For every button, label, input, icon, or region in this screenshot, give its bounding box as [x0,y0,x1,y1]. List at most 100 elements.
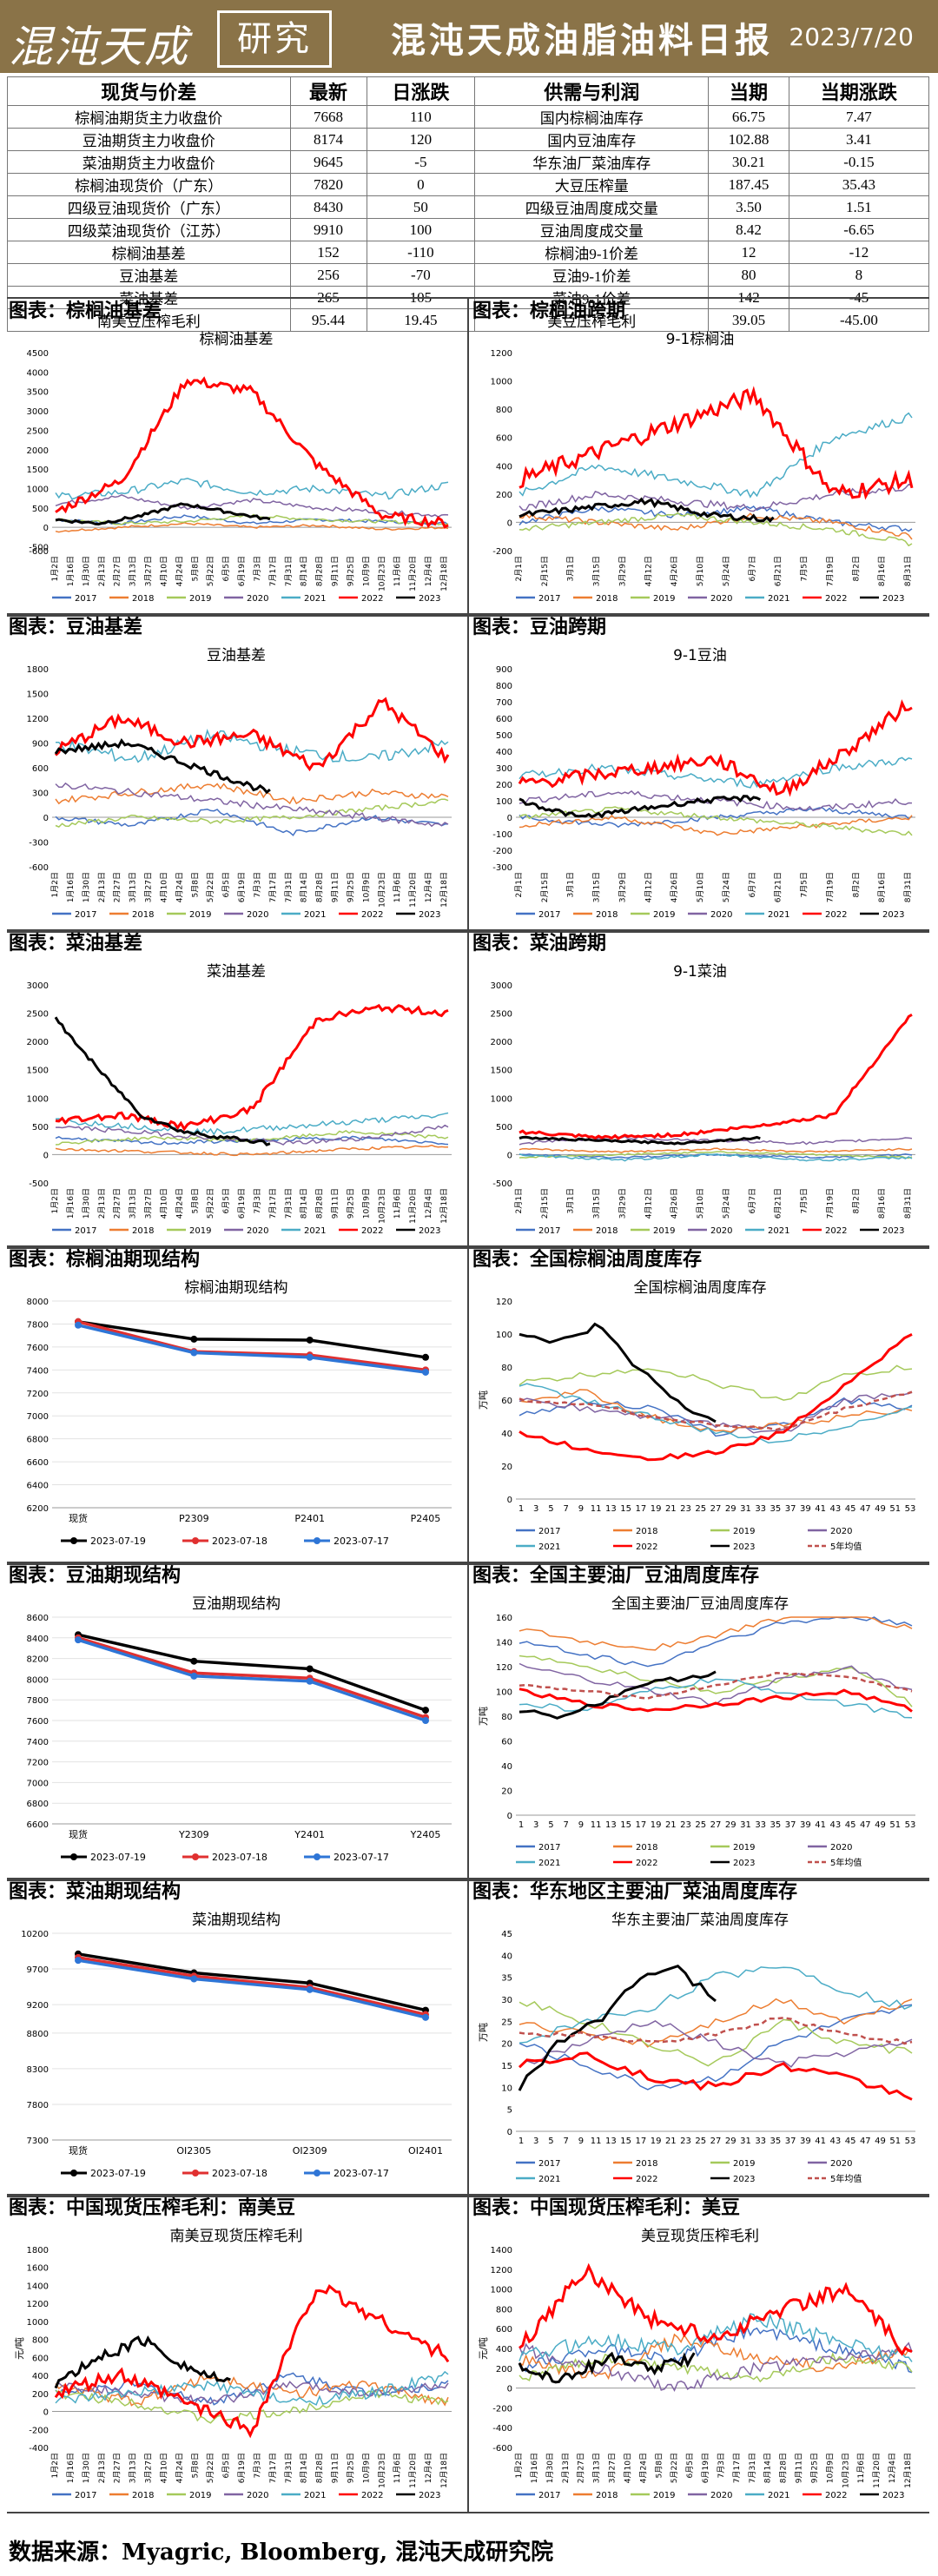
x-tick-label: 3月13日 [592,2453,602,2483]
table-cell: 9910 [289,218,367,241]
x-tick-label: 12月4日 [888,2453,897,2483]
section-caption-right: 图表：棕榈油跨期 [472,300,626,322]
y-tick-label: 8300 [27,2065,49,2075]
legend-label: 2022 [825,594,847,604]
series-line-2020 [519,483,913,512]
legend-marker [192,2170,199,2176]
legend-marker [192,1537,199,1544]
y-tick-label: 45 [501,1930,512,1939]
table-header-cell: 供需与利润 [474,76,710,106]
x-tick-label: 27 [710,1820,722,1830]
x-tick-label: 2月1日 [514,556,524,581]
y-tick-label: 20 [501,1463,512,1472]
x-tick-label: 11月6日 [393,2453,402,2483]
x-tick-label: 33 [755,2137,766,2146]
legend-label: 2022 [361,2491,383,2500]
legend-label: 2018 [132,910,154,920]
x-tick-label: 3月13日 [129,872,138,902]
x-tick-label: 8月14日 [763,2453,773,2483]
table-cell: -6.65 [788,218,930,241]
data-point [190,1657,198,1665]
data-point [422,1717,429,1724]
x-tick-label: 2月27日 [113,2453,122,2483]
table-cell: -12 [788,241,930,264]
table-cell: 四级豆油现货价（广东） [7,195,291,219]
table-cell: 豆油9-1价差 [474,263,710,287]
series-line-avg [519,1390,913,1431]
x-tick-label: 51 [889,1820,901,1830]
x-tick-label: 3月29日 [618,1188,627,1219]
y-tick-label: 3000 [491,981,512,991]
legend-label: 2019 [189,2491,211,2500]
x-tick-label: P2309 [179,1513,209,1524]
series-line-2022 [55,376,449,529]
x-tick-label: 5月8日 [190,1188,200,1213]
chart: 南美豆现货压榨毛利 1800 1600 1400 1200 1000 800 600 400 20… [14,2228,452,2500]
section-divider [467,615,469,931]
x-tick-label: 8月2日 [851,556,861,581]
x-tick-label: 7月17日 [268,872,278,902]
section-divider [467,299,469,615]
chart-title: 菜油期现结构 [192,1912,281,1929]
section-caption-left: 图表：菜油基差 [9,932,143,954]
table-cell: -45.00 [788,308,930,332]
x-tick-label: 31 [740,1504,751,1514]
series-line-avg [519,2017,913,2045]
series-line-2017 [519,2004,913,2091]
x-tick-label: 8月16日 [877,1188,887,1219]
series-line [77,1324,426,1374]
x-tick-label: 1月16日 [66,872,76,902]
x-tick-label: 7 [564,1820,569,1830]
legend-label: 2023-07-18 [212,2168,268,2179]
x-tick-label: 11月6日 [393,872,402,902]
section-divider [467,931,469,1247]
x-tick-label: 29 [725,1820,737,1830]
x-tick-label: 10月9日 [361,1188,371,1219]
legend-label: 2022 [825,910,847,920]
x-tick-label: 10月23日 [377,1188,386,1224]
table-row: 四级菜油现货价（江苏） 9910 100 豆油周度成交量 8.42 -6.65 [7,218,930,241]
legend-label: 2020 [830,1527,852,1536]
x-tick-label: 3月27日 [144,872,154,902]
y-tick-label: 6600 [27,1820,49,1830]
legend-marker [314,1853,320,1860]
series-line-2018 [55,522,449,533]
table-cell: 棕榈油期货主力收盘价 [7,105,291,129]
x-tick-label: 27 [710,2137,722,2146]
x-tick-label: 2月13日 [97,872,107,902]
x-tick-label: 47 [860,2137,871,2146]
y-tick-label: 1200 [491,349,512,359]
legend-marker [192,1853,199,1860]
table-header-row: 现货与价差 最新 日涨跌 供需与利润 当期 当期涨跌 [7,76,930,106]
x-tick-label: 9月11日 [795,2453,804,2483]
y-axis-label: 万吨 [478,1390,489,1410]
table-header-cell: 最新 [289,76,367,106]
table-header-cell: 当期涨跌 [788,76,930,106]
x-tick-label: 10月9日 [361,872,371,902]
series-line [77,1320,426,1372]
legend-label: 2020 [830,2159,852,2169]
section-caption-left: 图表：豆油基差 [9,616,143,638]
data-point [75,1321,82,1329]
x-tick-label: 2月15日 [540,872,550,902]
header-bar: 混沌天成 研究院 混沌天成油脂油料日报 2023/7/20 [0,0,938,111]
legend-label: 2019 [189,1226,211,1236]
x-tick-label: 51 [889,1504,901,1514]
series-line [77,1636,426,1720]
x-tick-label: 3月15日 [592,872,602,902]
logo-box-text: 研究院 [217,10,332,111]
series-line-2018 [519,1389,913,1433]
x-tick-label: 6月5日 [221,556,231,581]
table-cell: 国内豆油库存 [474,128,710,151]
x-tick-label: 5月24日 [722,1188,731,1219]
x-tick-label: 1月16日 [530,2453,539,2483]
chart-section: 图表：菜油期现结构 菜油期现结构 10200 9700 9200 8800 8300 7800… [7,1878,929,2197]
chart-title: 9-1棕榈油 [666,331,735,348]
y-tick-label: 800 [32,2336,49,2346]
x-tick-label: 11月20日 [872,2453,882,2488]
x-tick-label: 8月14日 [300,556,309,586]
x-tick-label: 35 [770,1504,782,1514]
section-caption-left: 图表：中国现货压榨毛利：南美豆 [9,2196,296,2219]
legend-label: 2017 [538,1226,560,1236]
